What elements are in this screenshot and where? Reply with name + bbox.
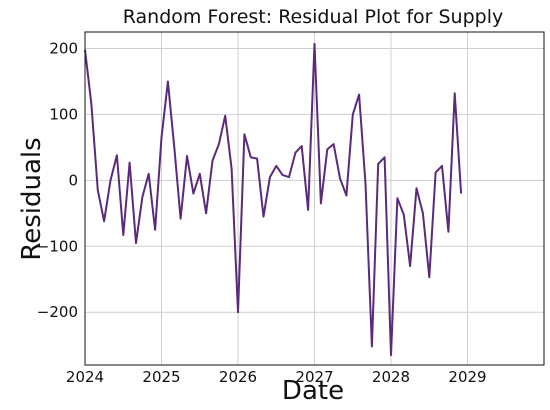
y-tick-labels: 200 100 0 −100 −200: [37, 39, 78, 321]
y-tick-label: 0: [68, 171, 78, 189]
y-axis-label: Residuals: [17, 137, 47, 260]
x-axis-label: Date: [282, 376, 344, 406]
grid-lines: [84, 32, 544, 365]
x-tick-label: 2028: [372, 368, 410, 386]
x-tick-label: 2029: [448, 368, 486, 386]
x-tick-labels: 2024 2025 2026 2027 2028 2029: [66, 368, 487, 386]
y-tick-label: 100: [49, 105, 78, 123]
chart-title: Random Forest: Residual Plot for Supply: [123, 6, 504, 28]
y-tick-label: −100: [37, 237, 78, 255]
x-tick-label: 2025: [142, 368, 180, 386]
x-tick-label: 2026: [219, 368, 257, 386]
x-tick-label: 2027: [295, 368, 333, 386]
x-tick-label: 2024: [66, 368, 104, 386]
y-tick-label: 200: [49, 39, 78, 57]
plot-frame: [84, 31, 545, 366]
residual-series-line: [84, 42, 463, 357]
series-layer: [84, 42, 463, 357]
y-tick-label: −200: [37, 303, 78, 321]
